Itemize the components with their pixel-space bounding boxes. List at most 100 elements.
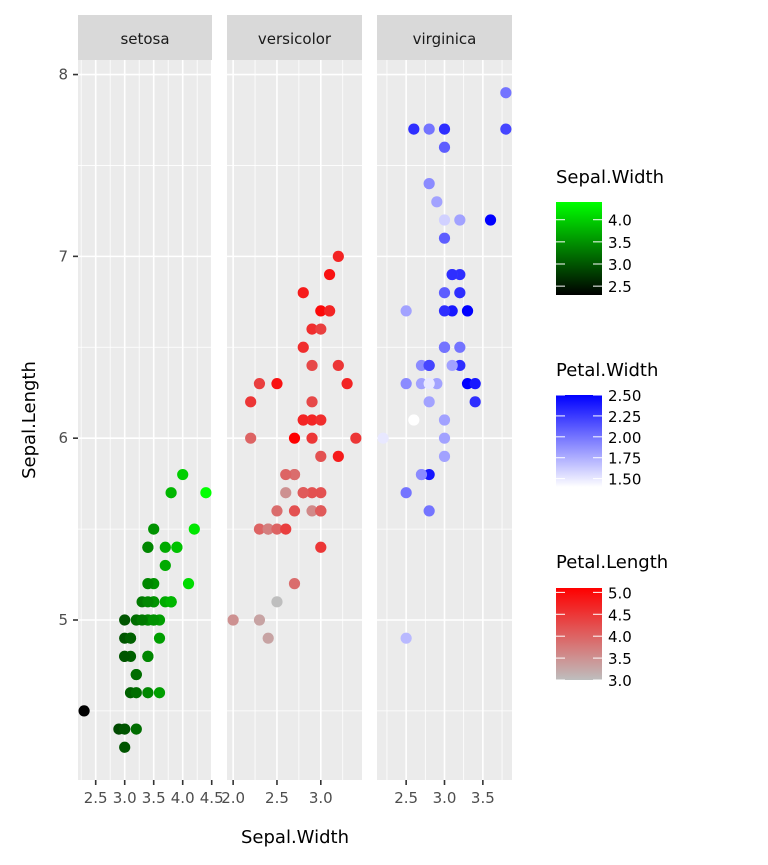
data-point bbox=[142, 596, 154, 608]
data-point bbox=[315, 541, 327, 553]
data-point bbox=[262, 523, 274, 535]
data-point bbox=[469, 378, 481, 390]
data-point bbox=[297, 414, 309, 426]
data-point bbox=[415, 378, 428, 390]
legend-label: 5.0 bbox=[608, 584, 632, 602]
x-tick-label: 2.0 bbox=[221, 789, 245, 807]
legend-label: 3.0 bbox=[608, 256, 632, 274]
data-point bbox=[454, 214, 466, 226]
legend-label: 2.25 bbox=[608, 408, 641, 426]
data-point bbox=[446, 305, 458, 317]
data-point bbox=[500, 123, 512, 135]
data-point bbox=[454, 359, 466, 372]
data-point bbox=[297, 487, 309, 499]
data-point bbox=[271, 378, 283, 390]
data-point bbox=[182, 578, 195, 590]
data-point bbox=[438, 287, 451, 299]
y-tick-label: 8 bbox=[58, 66, 68, 84]
data-point bbox=[423, 468, 435, 481]
data-point bbox=[124, 632, 137, 644]
x-tick-label: 3.0 bbox=[113, 789, 137, 807]
data-point bbox=[415, 468, 428, 481]
legend-label: 2.5 bbox=[608, 278, 632, 296]
data-point bbox=[148, 614, 160, 626]
x-tick-label: 3.0 bbox=[433, 789, 457, 807]
facet-strip bbox=[227, 15, 362, 60]
data-point bbox=[280, 523, 292, 535]
data-point bbox=[438, 214, 451, 226]
legend-colorbar bbox=[556, 395, 602, 487]
data-point bbox=[315, 305, 327, 317]
legend-label: 1.50 bbox=[608, 471, 641, 489]
data-point bbox=[159, 541, 171, 553]
facet-panel-versicolor: versicolor 2.0 2.5 3.0 bbox=[221, 15, 362, 807]
data-point bbox=[142, 650, 154, 662]
data-point bbox=[431, 378, 443, 390]
y-axis: 5 6 7 8 bbox=[58, 66, 78, 629]
data-point bbox=[153, 687, 166, 699]
data-point bbox=[306, 396, 318, 408]
data-point bbox=[130, 687, 142, 699]
data-point bbox=[461, 378, 474, 390]
data-point bbox=[400, 305, 412, 317]
facet-strip bbox=[377, 15, 512, 60]
data-point bbox=[200, 487, 212, 499]
data-point bbox=[188, 523, 200, 535]
data-point bbox=[288, 578, 301, 590]
data-point bbox=[438, 232, 451, 244]
data-point bbox=[271, 505, 283, 517]
data-point bbox=[454, 268, 466, 281]
data-point bbox=[171, 541, 183, 553]
data-point bbox=[165, 596, 177, 608]
data-point bbox=[423, 396, 435, 408]
data-point bbox=[438, 450, 451, 462]
data-point bbox=[245, 396, 257, 408]
legend-label: 3.0 bbox=[608, 672, 632, 690]
x-axis-title: Sepal.Width bbox=[241, 827, 349, 848]
facet-panel-setosa: setosa 2.5 3.0 3.5 4.0 4.5 bbox=[78, 15, 224, 807]
y-tick-label: 5 bbox=[58, 611, 68, 629]
data-point bbox=[423, 123, 435, 135]
data-point bbox=[280, 468, 292, 481]
data-point bbox=[454, 287, 466, 299]
data-point bbox=[408, 123, 420, 135]
data-point bbox=[332, 450, 344, 462]
x-tick-label: 2.5 bbox=[394, 789, 418, 807]
facet-strip-label: versicolor bbox=[258, 30, 332, 48]
legend-title: Sepal.Width bbox=[556, 167, 664, 188]
data-point bbox=[423, 505, 435, 517]
data-point bbox=[142, 541, 154, 553]
legend-label: 4.5 bbox=[608, 606, 632, 624]
data-point bbox=[159, 559, 171, 572]
x-tick-label: 4.5 bbox=[200, 789, 224, 807]
data-point bbox=[350, 432, 362, 444]
y-axis-title: Sepal.Length bbox=[19, 361, 40, 479]
data-point bbox=[130, 668, 142, 681]
x-tick-label: 2.5 bbox=[265, 789, 289, 807]
data-point bbox=[253, 614, 266, 626]
data-point bbox=[315, 487, 327, 499]
data-point bbox=[446, 268, 458, 281]
data-point bbox=[306, 432, 318, 444]
data-point bbox=[78, 705, 90, 717]
data-point bbox=[438, 123, 451, 135]
data-point bbox=[119, 614, 131, 626]
legend-sepal-width: Sepal.Width 2.5 3.0 3.5 4.0 bbox=[556, 167, 664, 296]
x-tick-label: 3.5 bbox=[142, 789, 166, 807]
legend-label: 3.5 bbox=[608, 234, 632, 252]
data-point bbox=[484, 214, 497, 226]
data-point bbox=[142, 687, 154, 699]
data-point bbox=[245, 432, 257, 444]
data-point bbox=[288, 432, 301, 444]
data-point bbox=[148, 523, 160, 535]
data-point bbox=[400, 487, 412, 499]
data-point bbox=[142, 578, 154, 590]
data-point bbox=[500, 87, 512, 99]
data-point bbox=[446, 359, 458, 372]
data-point bbox=[253, 378, 266, 390]
legend-colorbar bbox=[556, 202, 602, 295]
data-point bbox=[177, 468, 189, 481]
data-point bbox=[119, 650, 131, 662]
data-point bbox=[438, 305, 451, 317]
legend-petal-width: Petal.Width 1.50 1.75 2.00 2.25 2.50 bbox=[556, 360, 658, 489]
